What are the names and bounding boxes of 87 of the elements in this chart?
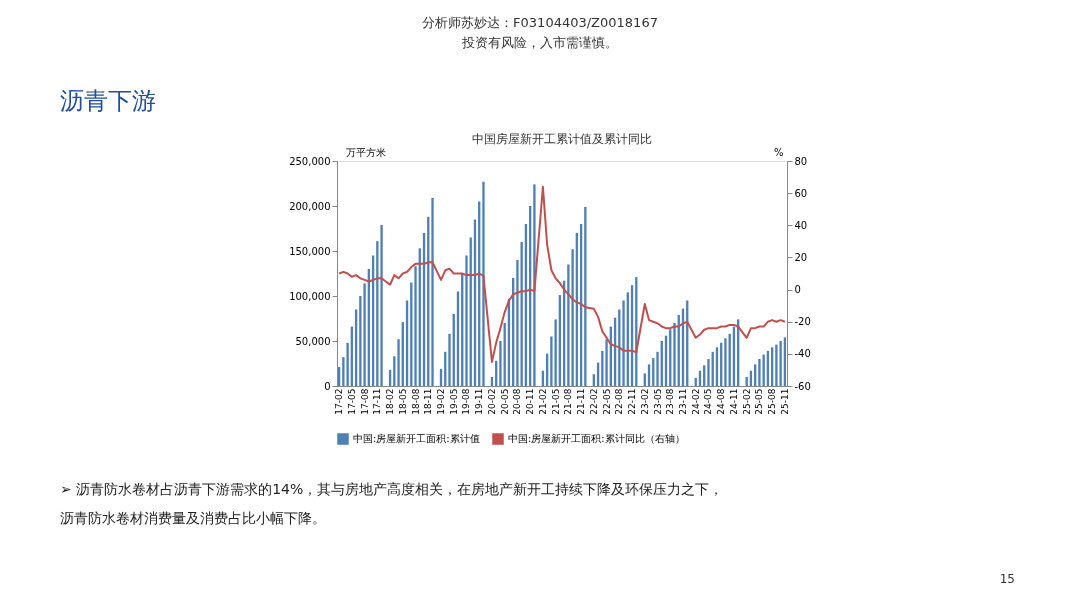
- bar: [554, 319, 557, 386]
- x-tick-label: 18-02: [385, 388, 396, 415]
- bar: [533, 184, 536, 386]
- bar: [758, 359, 761, 386]
- x-tick-label: 21-02: [537, 388, 548, 415]
- x-tick-label: 23-11: [677, 388, 688, 415]
- x-tick-label: 19-05: [448, 388, 459, 415]
- x-tick-label: 25-08: [767, 388, 778, 415]
- bar: [775, 344, 778, 386]
- x-tick-label: 25-05: [754, 388, 765, 415]
- y-tick-label: 250,000: [289, 155, 331, 167]
- x-tick-label: 20-08: [512, 388, 523, 415]
- bar: [584, 206, 587, 386]
- y-tick-label: 150,000: [289, 245, 331, 257]
- bar: [465, 255, 468, 386]
- x-tick-label: 25-11: [779, 388, 790, 415]
- y-tick-label: 0: [324, 380, 331, 392]
- bar: [482, 181, 485, 386]
- x-tick-label: 25-02: [741, 388, 752, 415]
- x-tick-label: 24-08: [716, 388, 727, 415]
- bar: [643, 373, 646, 386]
- text: 沥青下游: [60, 87, 156, 115]
- chart-title: 中国房屋新开工累计值及累计同比: [472, 132, 652, 146]
- bar: [656, 351, 659, 386]
- y-axis-title: 万平方米: [345, 146, 386, 158]
- y2-tick-label: 80: [794, 155, 808, 167]
- x-tick-label: 24-11: [728, 388, 739, 415]
- x-tick-label: 22-05: [601, 388, 612, 415]
- x-tick-label: 24-02: [690, 388, 701, 415]
- bar: [762, 354, 765, 386]
- x-tick-label: 21-05: [550, 388, 561, 415]
- x-tick-label: 18-11: [423, 388, 434, 415]
- x-tick-label: 20-02: [486, 388, 497, 415]
- y-tick-label: 50,000: [295, 335, 331, 347]
- y2-tick-label: -40: [794, 348, 811, 360]
- text: 15: [999, 572, 1015, 586]
- y2-axis-title: %: [773, 146, 784, 158]
- x-tick-label: 17-08: [359, 388, 370, 415]
- x-tick-label: 24-05: [703, 388, 714, 415]
- y2-tick-label: -60: [794, 380, 811, 392]
- x-tick-label: 18-08: [410, 388, 421, 415]
- y2-tick-label: 40: [794, 219, 808, 231]
- bar: [448, 333, 451, 386]
- bar: [724, 338, 727, 386]
- legend-label: 中国:房屋新开工面积:累计值: [353, 433, 480, 444]
- x-tick-label: 22-08: [614, 388, 625, 415]
- text: ➢ 沥青防水卷材占沥青下游需求的14%，其与房地产高度相关，在房地产新开工持续下降及环保压力之下，沥青防水卷材消费量及消费占比小幅下降。: [60, 481, 724, 527]
- bar: [499, 341, 502, 386]
- legend-label: 中国:房屋新开工面积:累计同比（右轴）: [508, 433, 685, 444]
- bar: [673, 323, 676, 386]
- x-tick-label: 17-02: [334, 388, 345, 415]
- y-tick-label: 100,000: [289, 290, 331, 302]
- bar: [622, 300, 625, 386]
- bar: [414, 266, 417, 386]
- x-tick-label: 21-08: [563, 388, 574, 415]
- x-tick-label: 17-11: [372, 388, 383, 415]
- x-tick-label: 22-02: [588, 388, 599, 415]
- x-tick-label: 22-11: [627, 388, 638, 415]
- x-tick-label: 21-11: [576, 388, 587, 415]
- bar: [779, 341, 782, 386]
- bar: [571, 249, 574, 386]
- bar: [380, 224, 383, 386]
- x-tick-label: 23-02: [639, 388, 650, 415]
- bar: [605, 339, 608, 386]
- y2-tick-label: 60: [794, 187, 808, 199]
- y-tick-label: 200,000: [289, 200, 331, 212]
- bar: [516, 260, 519, 386]
- bar: [431, 197, 434, 386]
- x-tick-label: 18-05: [397, 388, 408, 415]
- bar: [346, 342, 349, 386]
- x-tick-label: 17-05: [346, 388, 357, 415]
- line-series: [338, 185, 786, 363]
- x-tick-label: 19-08: [461, 388, 472, 415]
- y2-tick-label: -20: [794, 316, 811, 328]
- bar: [707, 359, 710, 386]
- x-tick-label: 23-08: [665, 388, 676, 415]
- x-tick-label: 20-11: [525, 388, 536, 415]
- x-tick-label: 19-02: [436, 388, 447, 415]
- y2-tick-label: 0: [794, 284, 801, 296]
- bar: [397, 339, 400, 386]
- x-tick-label: 20-05: [499, 388, 510, 415]
- text: 分析师苏妙达：F03104403/Z0018167: [422, 15, 658, 30]
- bar: [363, 283, 366, 386]
- x-tick-label: 23-05: [652, 388, 663, 415]
- text: 投资有风险，入市需谨慎。: [461, 35, 618, 50]
- x-tick-label: 19-11: [474, 388, 485, 415]
- y2-tick-label: 20: [794, 251, 808, 263]
